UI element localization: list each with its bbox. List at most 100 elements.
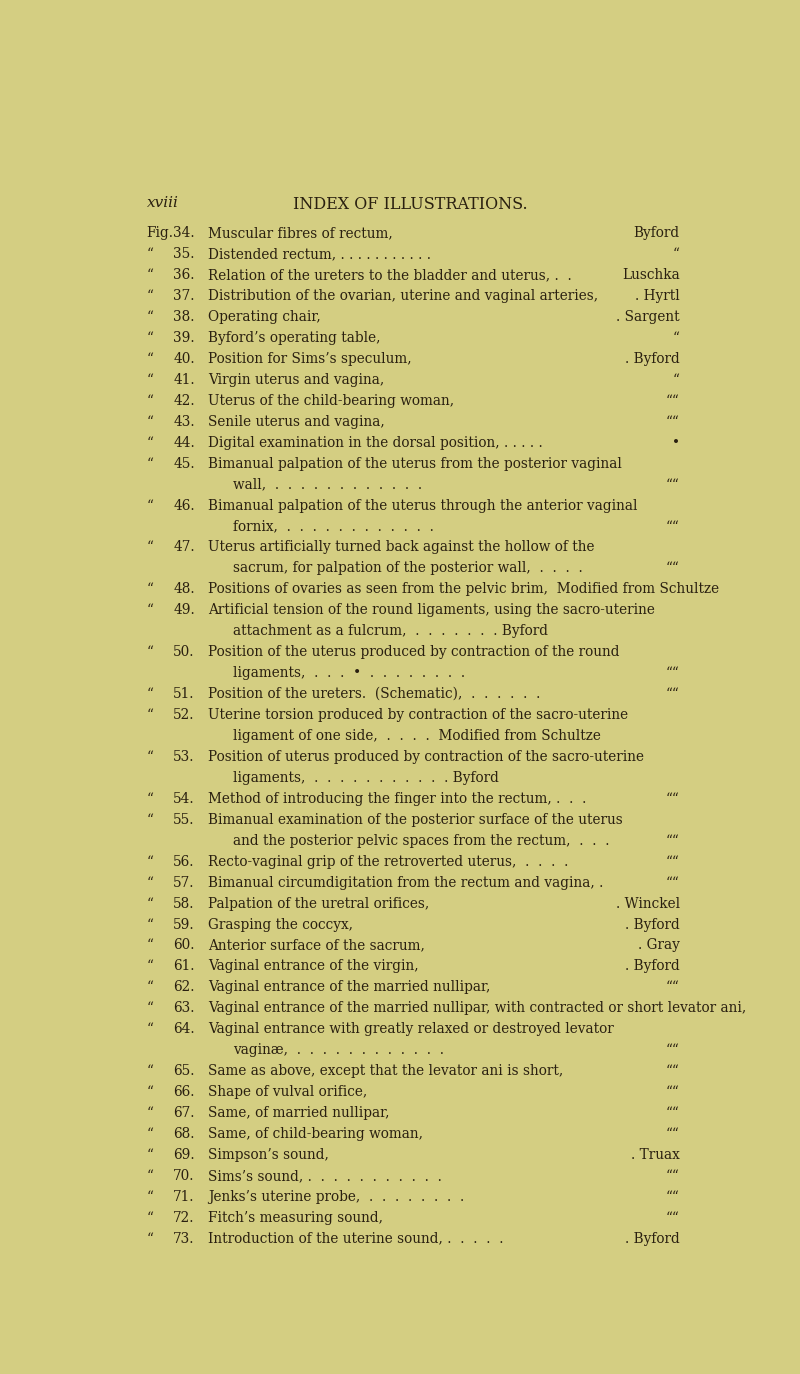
Text: “: “	[146, 897, 154, 911]
Text: “: “	[146, 1147, 154, 1162]
Text: Uterus of the child-bearing woman,: Uterus of the child-bearing woman,	[209, 394, 454, 408]
Text: “: “	[146, 687, 154, 701]
Text: “: “	[146, 436, 154, 449]
Text: . Winckel: . Winckel	[615, 897, 680, 911]
Text: 61.: 61.	[173, 959, 194, 973]
Text: 36.: 36.	[173, 268, 194, 282]
Text: “: “	[146, 540, 154, 555]
Text: “: “	[146, 1002, 154, 1015]
Text: Operating chair,: Operating chair,	[209, 311, 322, 324]
Text: ligaments,  .  .  .  •  .  .  .  .  .  .  .  .: ligaments, . . . • . . . . . . . .	[234, 666, 466, 680]
Text: “: “	[146, 813, 154, 827]
Text: Artificial tension of the round ligaments, using the sacro-uterine: Artificial tension of the round ligament…	[209, 603, 655, 617]
Text: xviii: xviii	[146, 195, 178, 210]
Text: “: “	[146, 855, 154, 868]
Text: 42.: 42.	[173, 394, 194, 408]
Text: ligaments,  .  .  .  .  .  .  .  .  .  .  . Byford: ligaments, . . . . . . . . . . . Byford	[234, 771, 499, 785]
Text: “: “	[146, 1106, 154, 1120]
Text: . Sargent: . Sargent	[616, 311, 680, 324]
Text: 45.: 45.	[173, 456, 194, 471]
Text: ““: ““	[666, 394, 680, 408]
Text: Relation of the ureters to the bladder and uterus, .  .: Relation of the ureters to the bladder a…	[209, 268, 572, 282]
Text: Uterine torsion produced by contraction of the sacro-uterine: Uterine torsion produced by contraction …	[209, 708, 629, 723]
Text: Byford’s operating table,: Byford’s operating table,	[209, 331, 381, 345]
Text: “: “	[146, 372, 154, 387]
Text: “: “	[146, 394, 154, 408]
Text: . Byford: . Byford	[625, 352, 680, 365]
Text: Bimanual palpation of the uterus from the posterior vaginal: Bimanual palpation of the uterus from th…	[209, 456, 622, 471]
Text: . Byford: . Byford	[625, 1231, 680, 1246]
Text: 49.: 49.	[173, 603, 195, 617]
Text: ““: ““	[666, 791, 680, 805]
Text: Byford: Byford	[634, 227, 680, 240]
Text: “: “	[146, 1169, 154, 1183]
Text: Bimanual circumdigitation from the rectum and vagina, .: Bimanual circumdigitation from the rectu…	[209, 875, 604, 889]
Text: “: “	[146, 875, 154, 889]
Text: “: “	[146, 268, 154, 282]
Text: Shape of vulval orifice,: Shape of vulval orifice,	[209, 1085, 368, 1099]
Text: Jenks’s uterine probe,  .  .  .  .  .  .  .  .: Jenks’s uterine probe, . . . . . . . .	[209, 1190, 465, 1204]
Text: ““: ““	[666, 1106, 680, 1120]
Text: 51.: 51.	[173, 687, 194, 701]
Text: ““: ““	[666, 415, 680, 429]
Text: Same, of married nullipar,: Same, of married nullipar,	[209, 1106, 390, 1120]
Text: ““: ““	[666, 1085, 680, 1099]
Text: ““: ““	[666, 1190, 680, 1204]
Text: Anterior surface of the sacrum,: Anterior surface of the sacrum,	[209, 938, 426, 952]
Text: and the posterior pelvic spaces from the rectum,  .  .  .: and the posterior pelvic spaces from the…	[234, 834, 610, 848]
Text: . Hyrtl: . Hyrtl	[635, 289, 680, 304]
Text: Vaginal entrance of the virgin,: Vaginal entrance of the virgin,	[209, 959, 419, 973]
Text: “: “	[146, 311, 154, 324]
Text: 71.: 71.	[173, 1190, 194, 1204]
Text: Distended rectum, . . . . . . . . . . .: Distended rectum, . . . . . . . . . . .	[209, 247, 431, 261]
Text: Position of the ureters.  (Schematic),  .  .  .  .  .  .: Position of the ureters. (Schematic), . …	[209, 687, 541, 701]
Text: . Truax: . Truax	[631, 1147, 680, 1162]
Text: ““: ““	[666, 1210, 680, 1224]
Text: 63.: 63.	[173, 1002, 194, 1015]
Text: 72.: 72.	[173, 1210, 194, 1224]
Text: “: “	[146, 1065, 154, 1079]
Text: Position of uterus produced by contraction of the sacro-uterine: Position of uterus produced by contracti…	[209, 750, 645, 764]
Text: Distribution of the ovarian, uterine and vaginal arteries,: Distribution of the ovarian, uterine and…	[209, 289, 598, 304]
Text: Same as above, except that the levator ani is short,: Same as above, except that the levator a…	[209, 1065, 564, 1079]
Text: “: “	[146, 791, 154, 805]
Text: Vaginal entrance of the married nullipar, with contracted or short levator ani,: Vaginal entrance of the married nullipar…	[209, 1002, 746, 1015]
Text: 40.: 40.	[173, 352, 194, 365]
Text: . Byford: . Byford	[625, 959, 680, 973]
Text: ligament of one side,  .  .  .  .  Modified from Schultze: ligament of one side, . . . . Modified f…	[234, 730, 601, 743]
Text: Same, of child-bearing woman,: Same, of child-bearing woman,	[209, 1127, 423, 1140]
Text: Luschka: Luschka	[622, 268, 680, 282]
Text: Muscular fibres of rectum,: Muscular fibres of rectum,	[209, 227, 394, 240]
Text: Palpation of the uretral orifices,: Palpation of the uretral orifices,	[209, 897, 430, 911]
Text: ““: ““	[666, 855, 680, 868]
Text: “: “	[146, 1231, 154, 1246]
Text: “: “	[146, 708, 154, 723]
Text: “: “	[146, 289, 154, 304]
Text: “: “	[146, 583, 154, 596]
Text: 35.: 35.	[173, 247, 194, 261]
Text: 50.: 50.	[173, 646, 194, 660]
Text: 41.: 41.	[173, 372, 194, 387]
Text: ““: ““	[666, 519, 680, 533]
Text: Digital examination in the dorsal position, . . . . .: Digital examination in the dorsal positi…	[209, 436, 543, 449]
Text: Recto-vaginal grip of the retroverted uterus,  .  .  .  .: Recto-vaginal grip of the retroverted ut…	[209, 855, 569, 868]
Text: ““: ““	[666, 1169, 680, 1183]
Text: 54.: 54.	[173, 791, 194, 805]
Text: 47.: 47.	[173, 540, 194, 555]
Text: 59.: 59.	[173, 918, 194, 932]
Text: “: “	[146, 603, 154, 617]
Text: Uterus artificially turned back against the hollow of the: Uterus artificially turned back against …	[209, 540, 595, 555]
Text: “: “	[146, 1210, 154, 1224]
Text: ““: ““	[666, 981, 680, 995]
Text: 69.: 69.	[173, 1147, 194, 1162]
Text: •: •	[672, 436, 680, 449]
Text: ““: ““	[666, 666, 680, 680]
Text: ““: ““	[666, 875, 680, 889]
Text: 65.: 65.	[173, 1065, 194, 1079]
Text: Vaginal entrance of the married nullipar,: Vaginal entrance of the married nullipar…	[209, 981, 491, 995]
Text: “: “	[146, 1127, 154, 1140]
Text: 73.: 73.	[173, 1231, 194, 1246]
Text: 43.: 43.	[173, 415, 194, 429]
Text: “: “	[146, 981, 154, 995]
Text: Position of the uterus produced by contraction of the round: Position of the uterus produced by contr…	[209, 646, 620, 660]
